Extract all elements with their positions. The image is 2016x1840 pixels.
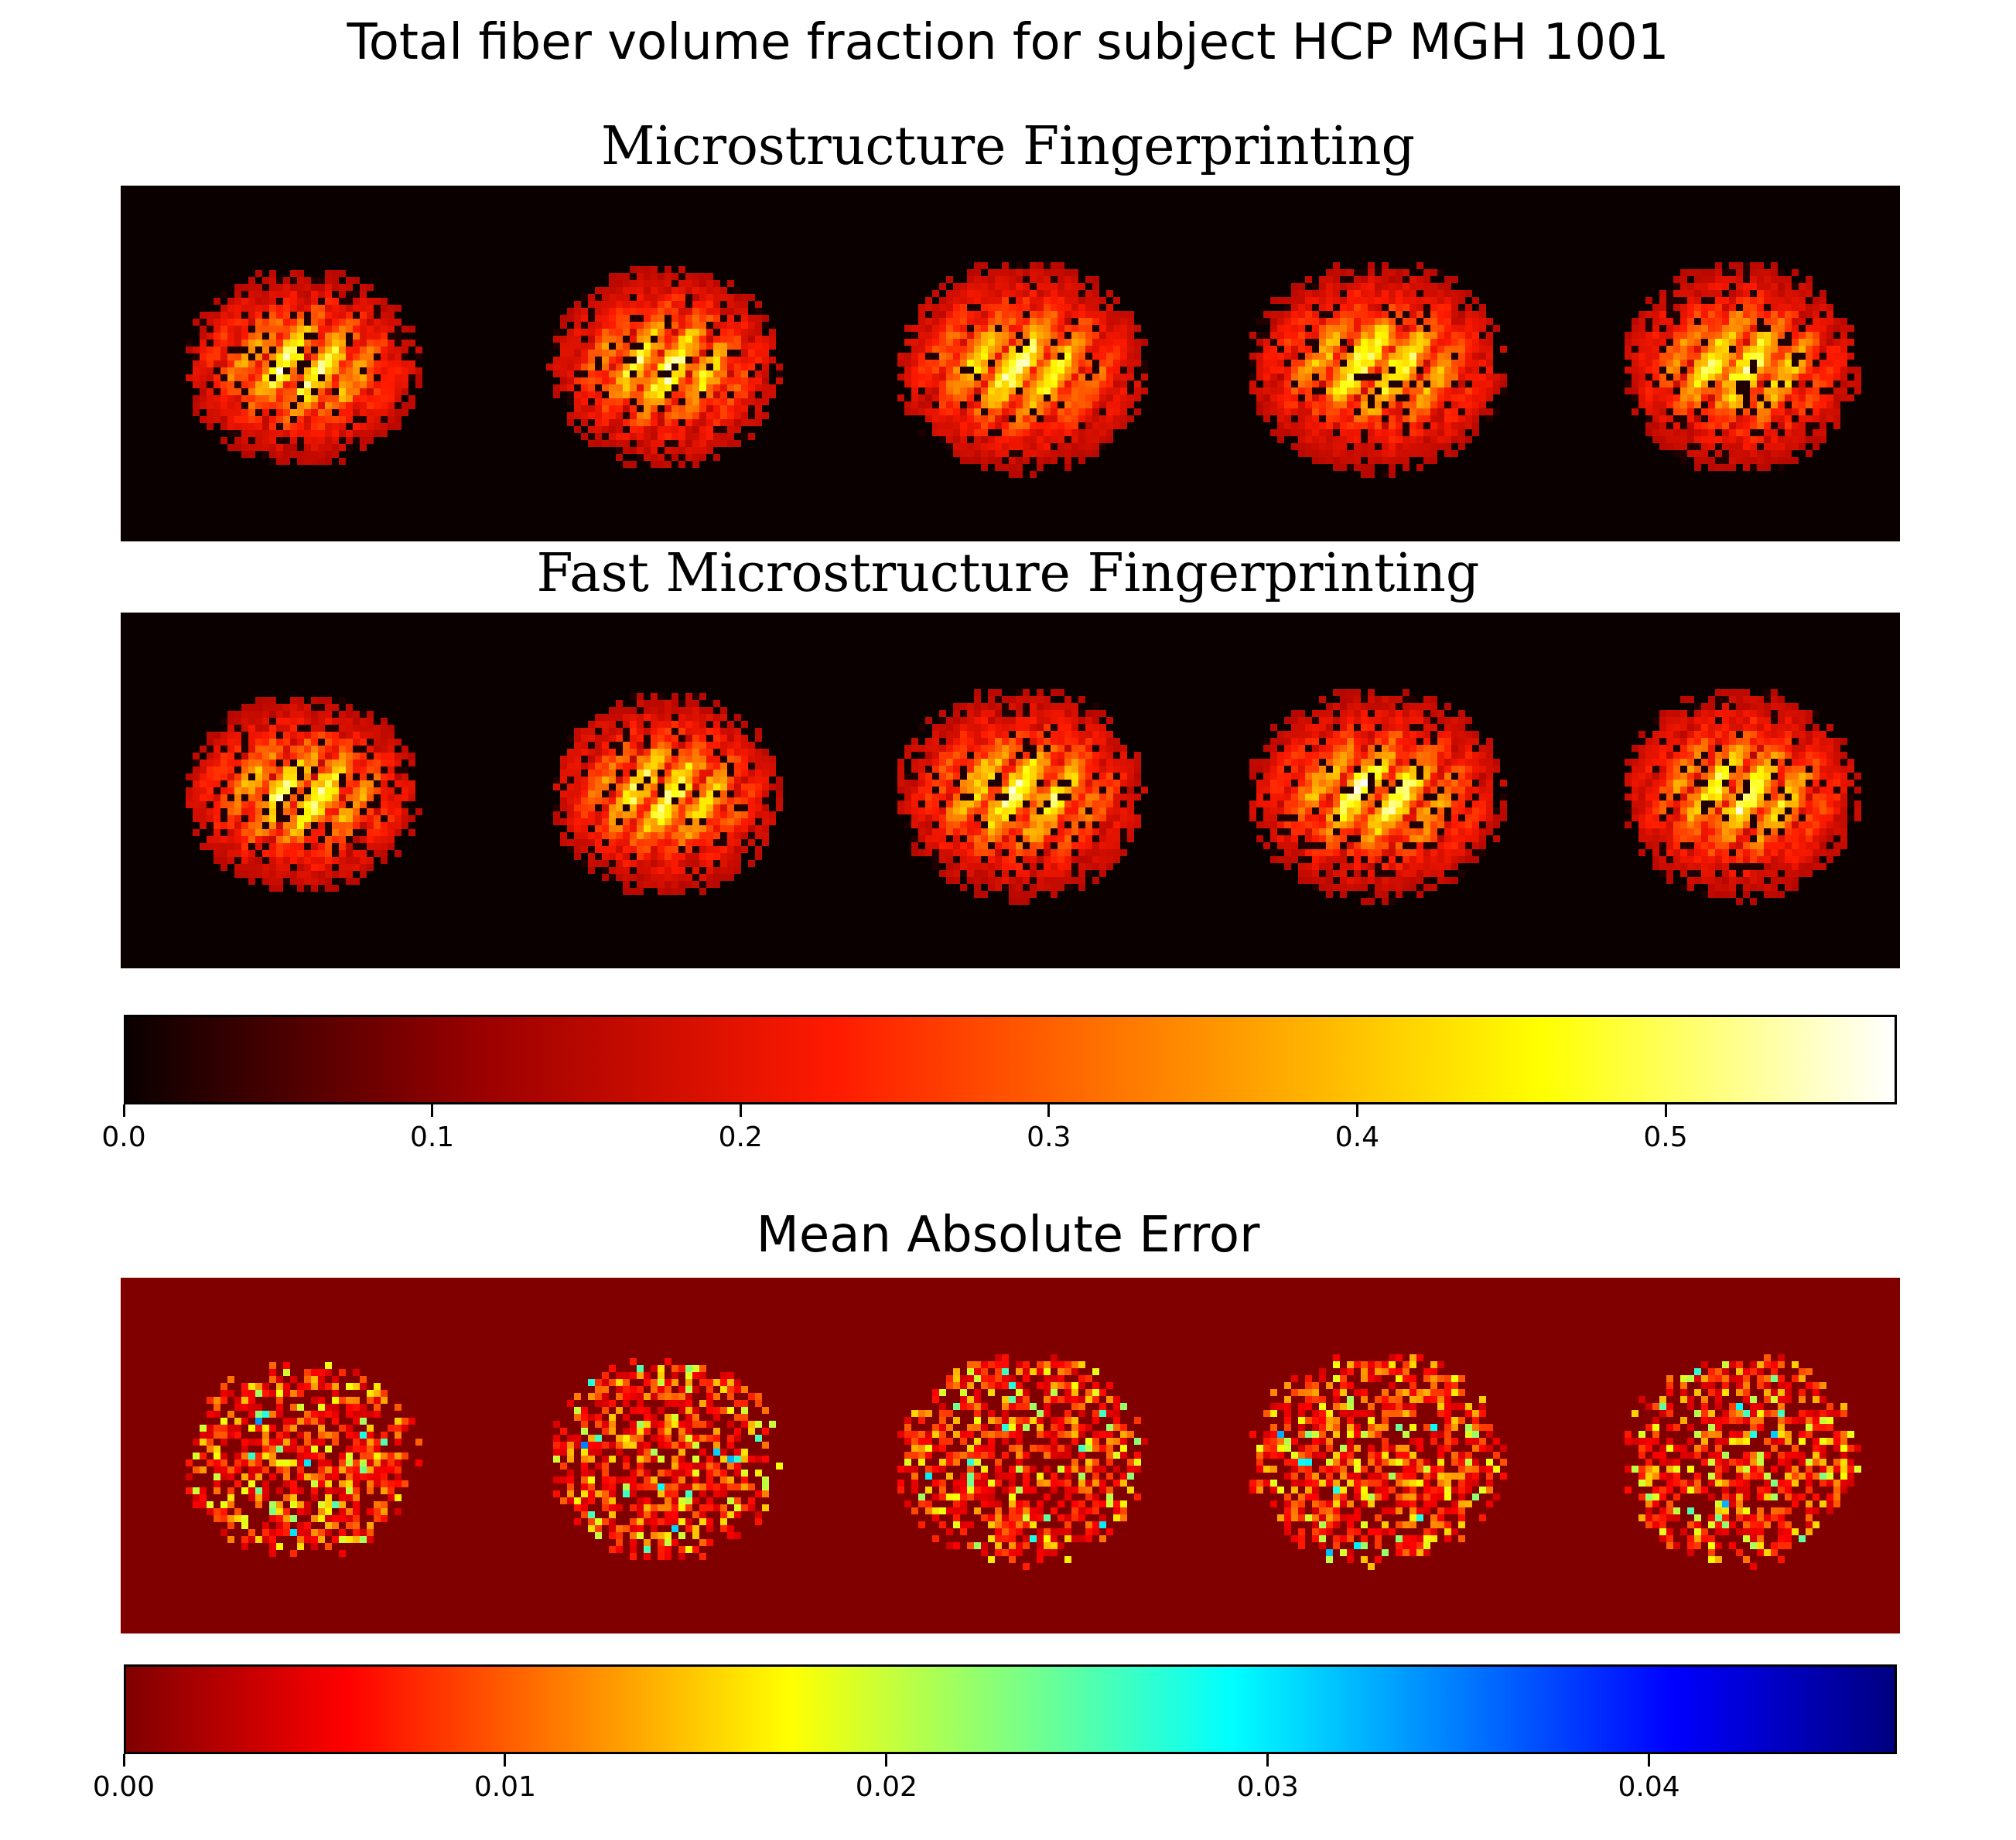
brain-slice-2 [553, 1358, 783, 1560]
colorbar-tick-label: 0.04 [1618, 1771, 1680, 1803]
heatmap-svg-mf [121, 186, 1900, 541]
colorbar-tick [885, 1754, 888, 1767]
brain-slice-4 [1249, 262, 1507, 478]
figure-title: Total fiber volume fraction for subject … [347, 14, 1669, 71]
colorbar-tick [1648, 1754, 1651, 1767]
colorbar-tick-label: 0.5 [1643, 1121, 1688, 1153]
brain-slice-5 [1625, 1354, 1861, 1570]
colorbar-tick [1664, 1104, 1667, 1117]
colorbar-tick-label: 0.4 [1334, 1121, 1380, 1153]
colorbar-tick-label: 0.01 [473, 1771, 536, 1803]
panel-title-mae: Mean Absolute Error [756, 1207, 1260, 1264]
colorbar-tick-label: 0.2 [718, 1121, 763, 1153]
brain-slice-5 [1625, 262, 1861, 471]
brain-slice-5 [1625, 689, 1861, 905]
colorbar-tick-label: 0.1 [409, 1121, 455, 1153]
colorbar-tick-label: 0.0 [101, 1121, 146, 1153]
brain-slice-4 [1249, 1354, 1507, 1570]
brain-slice-3 [897, 1354, 1148, 1570]
brain-slice-1 [186, 697, 422, 892]
colorbar-tick [1266, 1754, 1269, 1767]
heatmap-panel-mae [121, 1278, 1900, 1633]
colorbar-tick-label: 0.03 [1236, 1771, 1299, 1803]
brain-slice-4 [1249, 689, 1507, 905]
heatmap-svg-fast-mf [121, 613, 1900, 968]
brain-slice-1 [186, 1362, 422, 1557]
heatmap-panel-mf [121, 186, 1900, 541]
colorbar-tick [1047, 1104, 1051, 1117]
panel-title-fast-mf: Fast Microstructure Fingerprinting [536, 543, 1480, 604]
colorbar-tick-label: 0.3 [1027, 1121, 1071, 1153]
panel-title-mf: Microstructure Fingerprinting [601, 116, 1415, 177]
colorbar-tick [122, 1104, 125, 1117]
colorbar-jet [124, 1664, 1897, 1754]
colorbar-hot [124, 1015, 1897, 1104]
brain-slice-3 [897, 689, 1148, 905]
brain-slice-1 [186, 270, 422, 465]
colorbar-tick [1355, 1104, 1358, 1117]
colorbar-tick-label: 0.00 [92, 1771, 155, 1803]
colorbar-tick-label: 0.02 [855, 1771, 917, 1803]
brain-slice-3 [897, 262, 1148, 478]
colorbar-tick [739, 1104, 742, 1117]
colorbar-tick [504, 1754, 507, 1767]
colorbar-tick [122, 1754, 125, 1767]
brain-slice-2 [553, 693, 783, 895]
colorbar-tick [431, 1104, 434, 1117]
heatmap-panel-fast-mf [121, 613, 1900, 968]
brain-slice-2 [546, 266, 783, 468]
heatmap-svg-mae [121, 1278, 1900, 1633]
